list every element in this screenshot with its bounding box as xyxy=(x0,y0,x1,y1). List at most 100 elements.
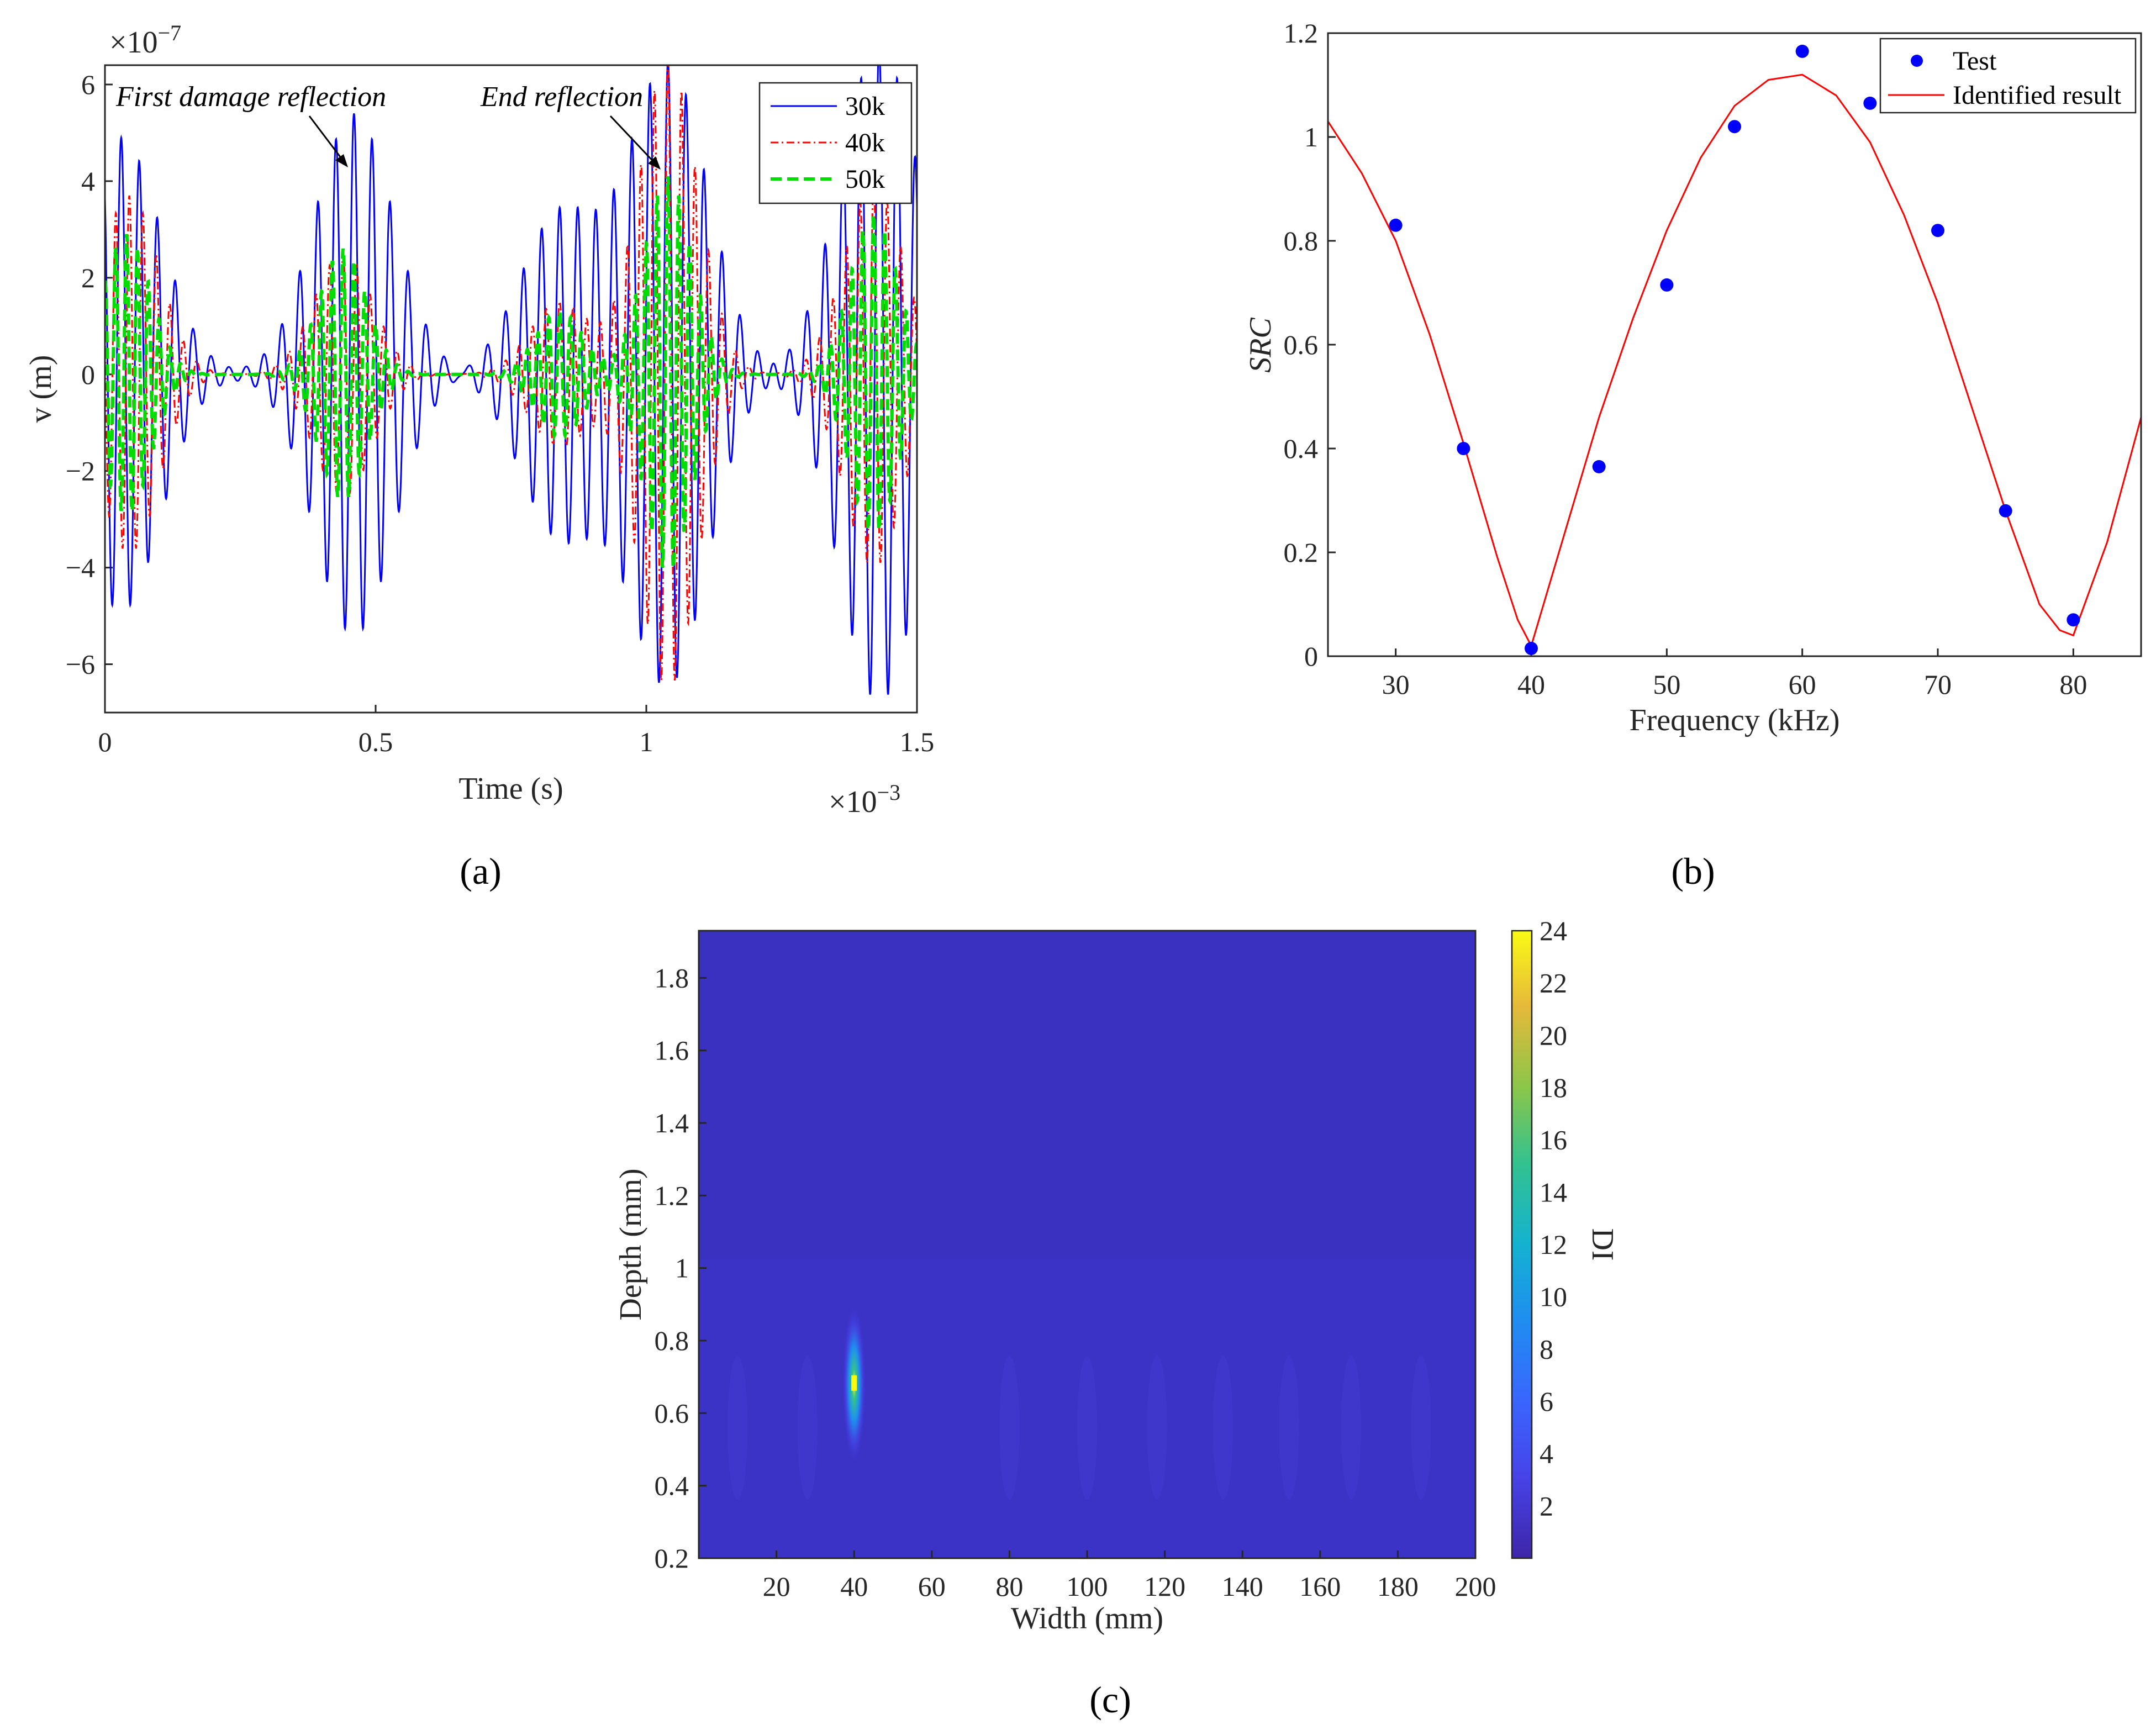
legend-label-50k: 50k xyxy=(845,165,885,194)
panel-a-x-tick-label: 1 xyxy=(640,726,653,757)
heatmap-peak xyxy=(851,1375,857,1391)
colorbar-tick-label: 8 xyxy=(1540,1333,1553,1364)
test-point xyxy=(1389,218,1403,232)
panel-c-x-tick-label: 160 xyxy=(1299,1571,1341,1602)
annotation-first-damage: First damage reflection xyxy=(115,81,386,113)
test-point xyxy=(1795,44,1809,58)
panel-b-y-tick-label: 0.6 xyxy=(1284,329,1319,360)
panel-b-frame xyxy=(1327,32,2142,657)
test-point xyxy=(1931,224,1944,238)
heatmap-lower-band xyxy=(699,1259,1475,1558)
panel-b-y-tick-label: 0.8 xyxy=(1284,225,1319,256)
annotation-arrowhead-damage xyxy=(335,154,348,167)
colorbar-tick-label: 2 xyxy=(1540,1490,1553,1521)
panel-a-legend: 30k 40k 50k xyxy=(758,82,913,204)
heatmap-faint-column xyxy=(999,1355,1020,1500)
colorbar xyxy=(1511,930,1533,1559)
panel-c-y-tick-label: 0.8 xyxy=(655,1325,689,1356)
panel-c-x-tick-label: 40 xyxy=(840,1571,868,1602)
panel-c-x-tick-label: 20 xyxy=(763,1571,790,1602)
panel-c-y-tick-label: 1.4 xyxy=(655,1107,689,1138)
panel-c-x-tick-label: 200 xyxy=(1455,1571,1496,1602)
panel-b-x-label: Frequency (kHz) xyxy=(1630,703,1840,737)
panel-a-y-tick-label: 4 xyxy=(81,166,95,197)
test-point xyxy=(1728,120,1741,134)
legend-label-40k: 40k xyxy=(845,128,885,157)
test-point xyxy=(1863,96,1877,110)
colorbar-tick-label: 18 xyxy=(1540,1072,1567,1103)
panel-c-y-tick-label: 0.2 xyxy=(655,1543,689,1574)
panel-a-y-tick-label: −6 xyxy=(66,649,95,680)
heatmap-faint-column xyxy=(728,1355,748,1500)
heatmap-faint-column xyxy=(1147,1355,1167,1500)
panel-a-x-tick-label: 0.5 xyxy=(359,726,393,757)
panel-b-y-tick-label: 1 xyxy=(1304,122,1318,152)
panel-b-y-tick-label: 0 xyxy=(1304,641,1318,672)
panel-a-y-tick-label: −2 xyxy=(66,456,95,487)
panel-b-x-tick-label: 40 xyxy=(1517,669,1545,700)
colorbar-label: DI xyxy=(1585,1228,1620,1260)
annotation-arrow-end xyxy=(609,115,658,167)
annotation-arrowhead-end xyxy=(648,156,661,170)
panel-b-y-label: SRC xyxy=(1243,318,1278,373)
panel-c-x-tick-label: 100 xyxy=(1067,1571,1108,1602)
test-point xyxy=(2067,613,2080,627)
panel-c-x-tick-label: 60 xyxy=(918,1571,946,1602)
panel-c-caption: (c) xyxy=(1089,1679,1131,1721)
series-line-30k xyxy=(105,65,917,695)
panel-b-x-tick-label: 50 xyxy=(1653,669,1680,700)
panel-b-x-tick-label: 80 xyxy=(2059,669,2087,700)
panel-c-x-tick-label: 180 xyxy=(1377,1571,1419,1602)
panel-b-legend: Test Identified result xyxy=(1879,38,2137,114)
panel-b: 30 40 50 60 70 80 0 0.2 0.4 0.6 0.8 1 1.2 Frequency … xyxy=(1243,18,2142,892)
panel-c-y-tick-label: 0.4 xyxy=(655,1470,689,1501)
panel-a-x-label: Time (s) xyxy=(458,772,563,806)
legend-swatch-test xyxy=(1911,55,1923,67)
panel-c-y-tick-label: 1.2 xyxy=(655,1180,689,1211)
panel-a-frame xyxy=(104,64,918,714)
series-line-identified-result xyxy=(1328,73,2141,648)
heatmap-faint-column xyxy=(797,1355,818,1500)
legend-label-test: Test xyxy=(1953,46,1997,76)
colorbar-tick-label: 14 xyxy=(1540,1177,1567,1207)
panel-a-x-tick-label: 1.5 xyxy=(900,726,935,757)
panel-c-y-tick-label: 1.8 xyxy=(655,962,689,993)
colorbar-tick-label: 4 xyxy=(1540,1438,1553,1469)
panel-c: 20 40 60 80 100 120 140 160 180 200 0.2 0.4 0.6 0.8 1 1… xyxy=(614,915,1620,1721)
panel-a-y-label: v (m) xyxy=(24,355,58,423)
annotation-arrow-damage xyxy=(308,115,346,164)
colorbar-tick-label: 12 xyxy=(1540,1229,1567,1260)
panel-a-y-exponent: ×10−7 xyxy=(109,20,181,60)
panel-a-caption: (a) xyxy=(460,850,501,892)
panel-b-x-tick-label: 70 xyxy=(1924,669,1952,700)
test-point xyxy=(1525,641,1538,655)
colorbar-tick-label: 10 xyxy=(1540,1281,1567,1312)
heatmap-faint-column xyxy=(1077,1355,1097,1500)
test-point xyxy=(1999,504,2012,518)
heatmap-faint-column xyxy=(1213,1355,1233,1500)
colorbar-tick-label: 20 xyxy=(1540,1020,1567,1051)
colorbar-tick-label: 22 xyxy=(1540,968,1567,999)
panel-b-y-tick-label: 0.4 xyxy=(1284,433,1319,464)
panel-b-x-tick-label: 30 xyxy=(1382,669,1410,700)
annotation-end-reflection: End reflection xyxy=(480,81,643,113)
panel-c-x-label: Width (mm) xyxy=(1011,1601,1163,1636)
test-point xyxy=(1457,442,1470,455)
series-line-50k xyxy=(105,176,917,568)
panel-c-x-tick-label: 80 xyxy=(995,1571,1023,1602)
panel-a-x-tick-label: 0 xyxy=(98,726,112,757)
legend-label-30k: 30k xyxy=(845,92,885,121)
colorbar-tick-label: 24 xyxy=(1540,915,1567,946)
test-point xyxy=(1592,460,1606,473)
panel-c-x-tick-label: 140 xyxy=(1222,1571,1263,1602)
panel-b-y-tick-label: 1.2 xyxy=(1284,18,1319,49)
panel-b-y-tick-label: 0.2 xyxy=(1284,537,1319,568)
test-point xyxy=(1660,278,1674,292)
panel-c-y-label: Depth (mm) xyxy=(614,1168,648,1320)
colorbar-tick-label: 16 xyxy=(1540,1125,1567,1156)
heatmap-faint-column xyxy=(1279,1355,1299,1500)
panel-b-caption: (b) xyxy=(1671,850,1715,892)
panel-a-x-exponent: ×10−3 xyxy=(829,780,900,819)
